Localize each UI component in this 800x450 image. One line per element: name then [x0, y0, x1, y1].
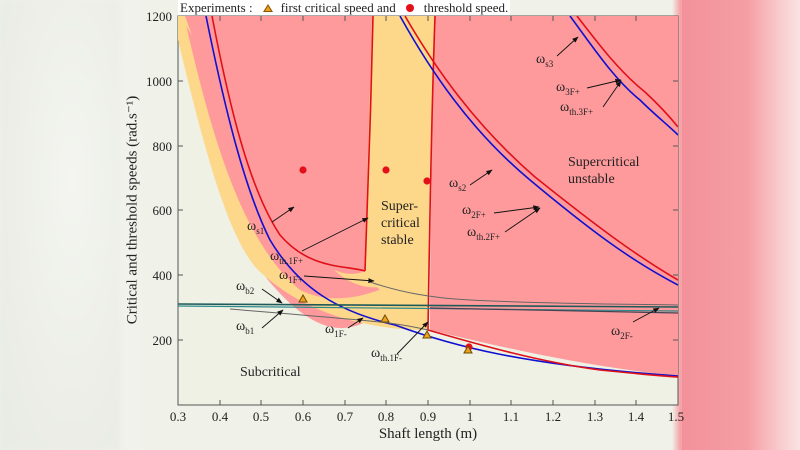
experiment-critical-markers [298, 293, 473, 354]
label-w1Fp: ω1F+ [279, 268, 303, 285]
curve-wth2Fp [404, 16, 678, 281]
svg-text:0.7: 0.7 [337, 409, 354, 424]
annotation-arrows [261, 36, 660, 355]
label-ws3: ωs3 [536, 52, 554, 69]
svg-text:1.1: 1.1 [503, 409, 519, 424]
curve-wth1Fp [211, 16, 366, 272]
label-wth2Fp: ωth.2F+ [467, 225, 500, 242]
label-wth3Fp: ωth.3F+ [560, 100, 593, 117]
svg-text:0.6: 0.6 [295, 409, 312, 424]
svg-text:1200: 1200 [146, 9, 172, 24]
svg-text:critical: critical [381, 216, 420, 231]
label-wth1Fm: ωth.1F- [371, 346, 402, 363]
curve-wth1Fm [427, 329, 678, 378]
svg-text:1.4: 1.4 [628, 409, 645, 424]
background-left [0, 0, 120, 450]
svg-text:stable: stable [381, 233, 414, 248]
label-w2Fp: ω2F+ [462, 203, 486, 220]
label-ws2: ωs2 [449, 176, 466, 193]
label-w2Fm: ω2F- [611, 324, 633, 341]
svg-text:600: 600 [153, 203, 173, 218]
x-tick-labels: 0.3 0.4 0.5 0.6 0.7 0.8 0.9 1 1.1 1.2 1.… [170, 409, 684, 424]
svg-text:0.8: 0.8 [378, 409, 394, 424]
legend-prefix: Experiments : [180, 0, 253, 15]
svg-text:Supercritical: Supercritical [568, 155, 640, 170]
svg-text:0.4: 0.4 [212, 409, 229, 424]
label-wb2: ωb2 [236, 279, 254, 296]
legend: Experiments : first critical speed and t… [178, 0, 511, 16]
svg-text:1: 1 [467, 409, 474, 424]
curve-wth3Fp [576, 16, 678, 128]
svg-text:800: 800 [153, 139, 173, 154]
background-right [682, 0, 800, 450]
curve-ws1 [205, 16, 678, 377]
svg-text:1.3: 1.3 [587, 409, 603, 424]
svg-text:0.9: 0.9 [420, 409, 436, 424]
curve-w1Fp [369, 281, 678, 306]
svg-text:0.3: 0.3 [170, 409, 186, 424]
svg-text:200: 200 [153, 333, 173, 348]
curve-labels: ωs1 ωth.1F+ ω1F+ ωb2 ωb1 ω1F- ωth.1F- ωs… [236, 52, 633, 363]
svg-text:Super-: Super- [381, 199, 418, 214]
svg-text:1.5: 1.5 [668, 409, 684, 424]
circle-marker-icon [405, 4, 414, 12]
label-ws1: ωs1 [247, 219, 264, 236]
svg-text:1.2: 1.2 [545, 409, 561, 424]
curve-ws3 [569, 16, 678, 136]
legend-item-threshold: threshold speed. [423, 0, 509, 15]
y-axis-label: Critical and threshold speeds (rad.s⁻¹) [124, 95, 141, 325]
curve-ws2 [399, 16, 678, 286]
label-w3Fp: ω3F+ [556, 80, 580, 97]
region-unstable-right [430, 16, 678, 376]
x-axis-label: Shaft length (m) [378, 426, 478, 442]
svg-text:unstable: unstable [568, 172, 615, 187]
curve-wb2 [178, 303, 678, 308]
curve-w1Fm [229, 308, 429, 331]
triangle-marker-icon [262, 4, 273, 12]
curve-wb1 [178, 305, 678, 312]
y-tick-labels: 200 400 600 800 1000 1200 [146, 9, 172, 348]
svg-text:0.5: 0.5 [253, 409, 269, 424]
axis-ticks [178, 16, 678, 405]
svg-text:400: 400 [153, 268, 173, 283]
legend-item-critical: first critical speed and [280, 0, 396, 15]
curve-w2Fm [429, 307, 678, 314]
region-labels: Subcritical Super- critical stable Super… [240, 155, 640, 380]
label-wth1Fp: ωth.1F+ [270, 249, 303, 266]
label-wb1: ωb1 [236, 319, 254, 336]
svg-text:1000: 1000 [146, 74, 172, 89]
label-subcritical: Subcritical [240, 365, 301, 380]
label-w1Fm: ω1F- [325, 322, 347, 339]
